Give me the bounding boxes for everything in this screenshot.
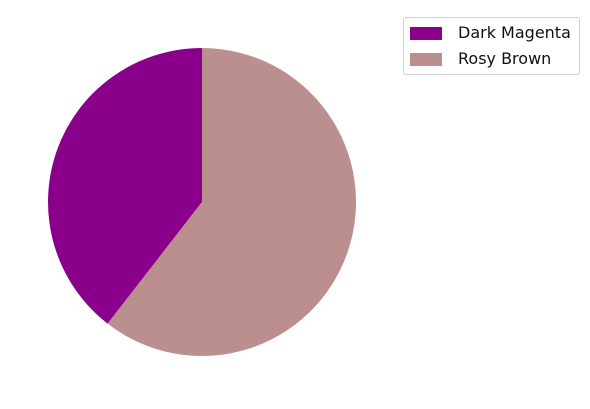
pie-slice-rosy-brown xyxy=(107,47,357,356)
pie-slice-dark-magenta xyxy=(48,48,203,324)
legend-item-rosy-brown: Rosy Brown xyxy=(410,49,551,69)
legend-item-dark-magenta: Dark Magenta xyxy=(410,23,571,43)
legend-label-dark-magenta: Dark Magenta xyxy=(458,23,571,42)
legend-label-rosy-brown: Rosy Brown xyxy=(458,49,552,68)
legend-swatch-dark-magenta xyxy=(410,26,442,40)
legend-swatch-rosy-brown xyxy=(410,52,442,66)
legend: Dark Magenta Rosy Brown xyxy=(403,17,580,75)
